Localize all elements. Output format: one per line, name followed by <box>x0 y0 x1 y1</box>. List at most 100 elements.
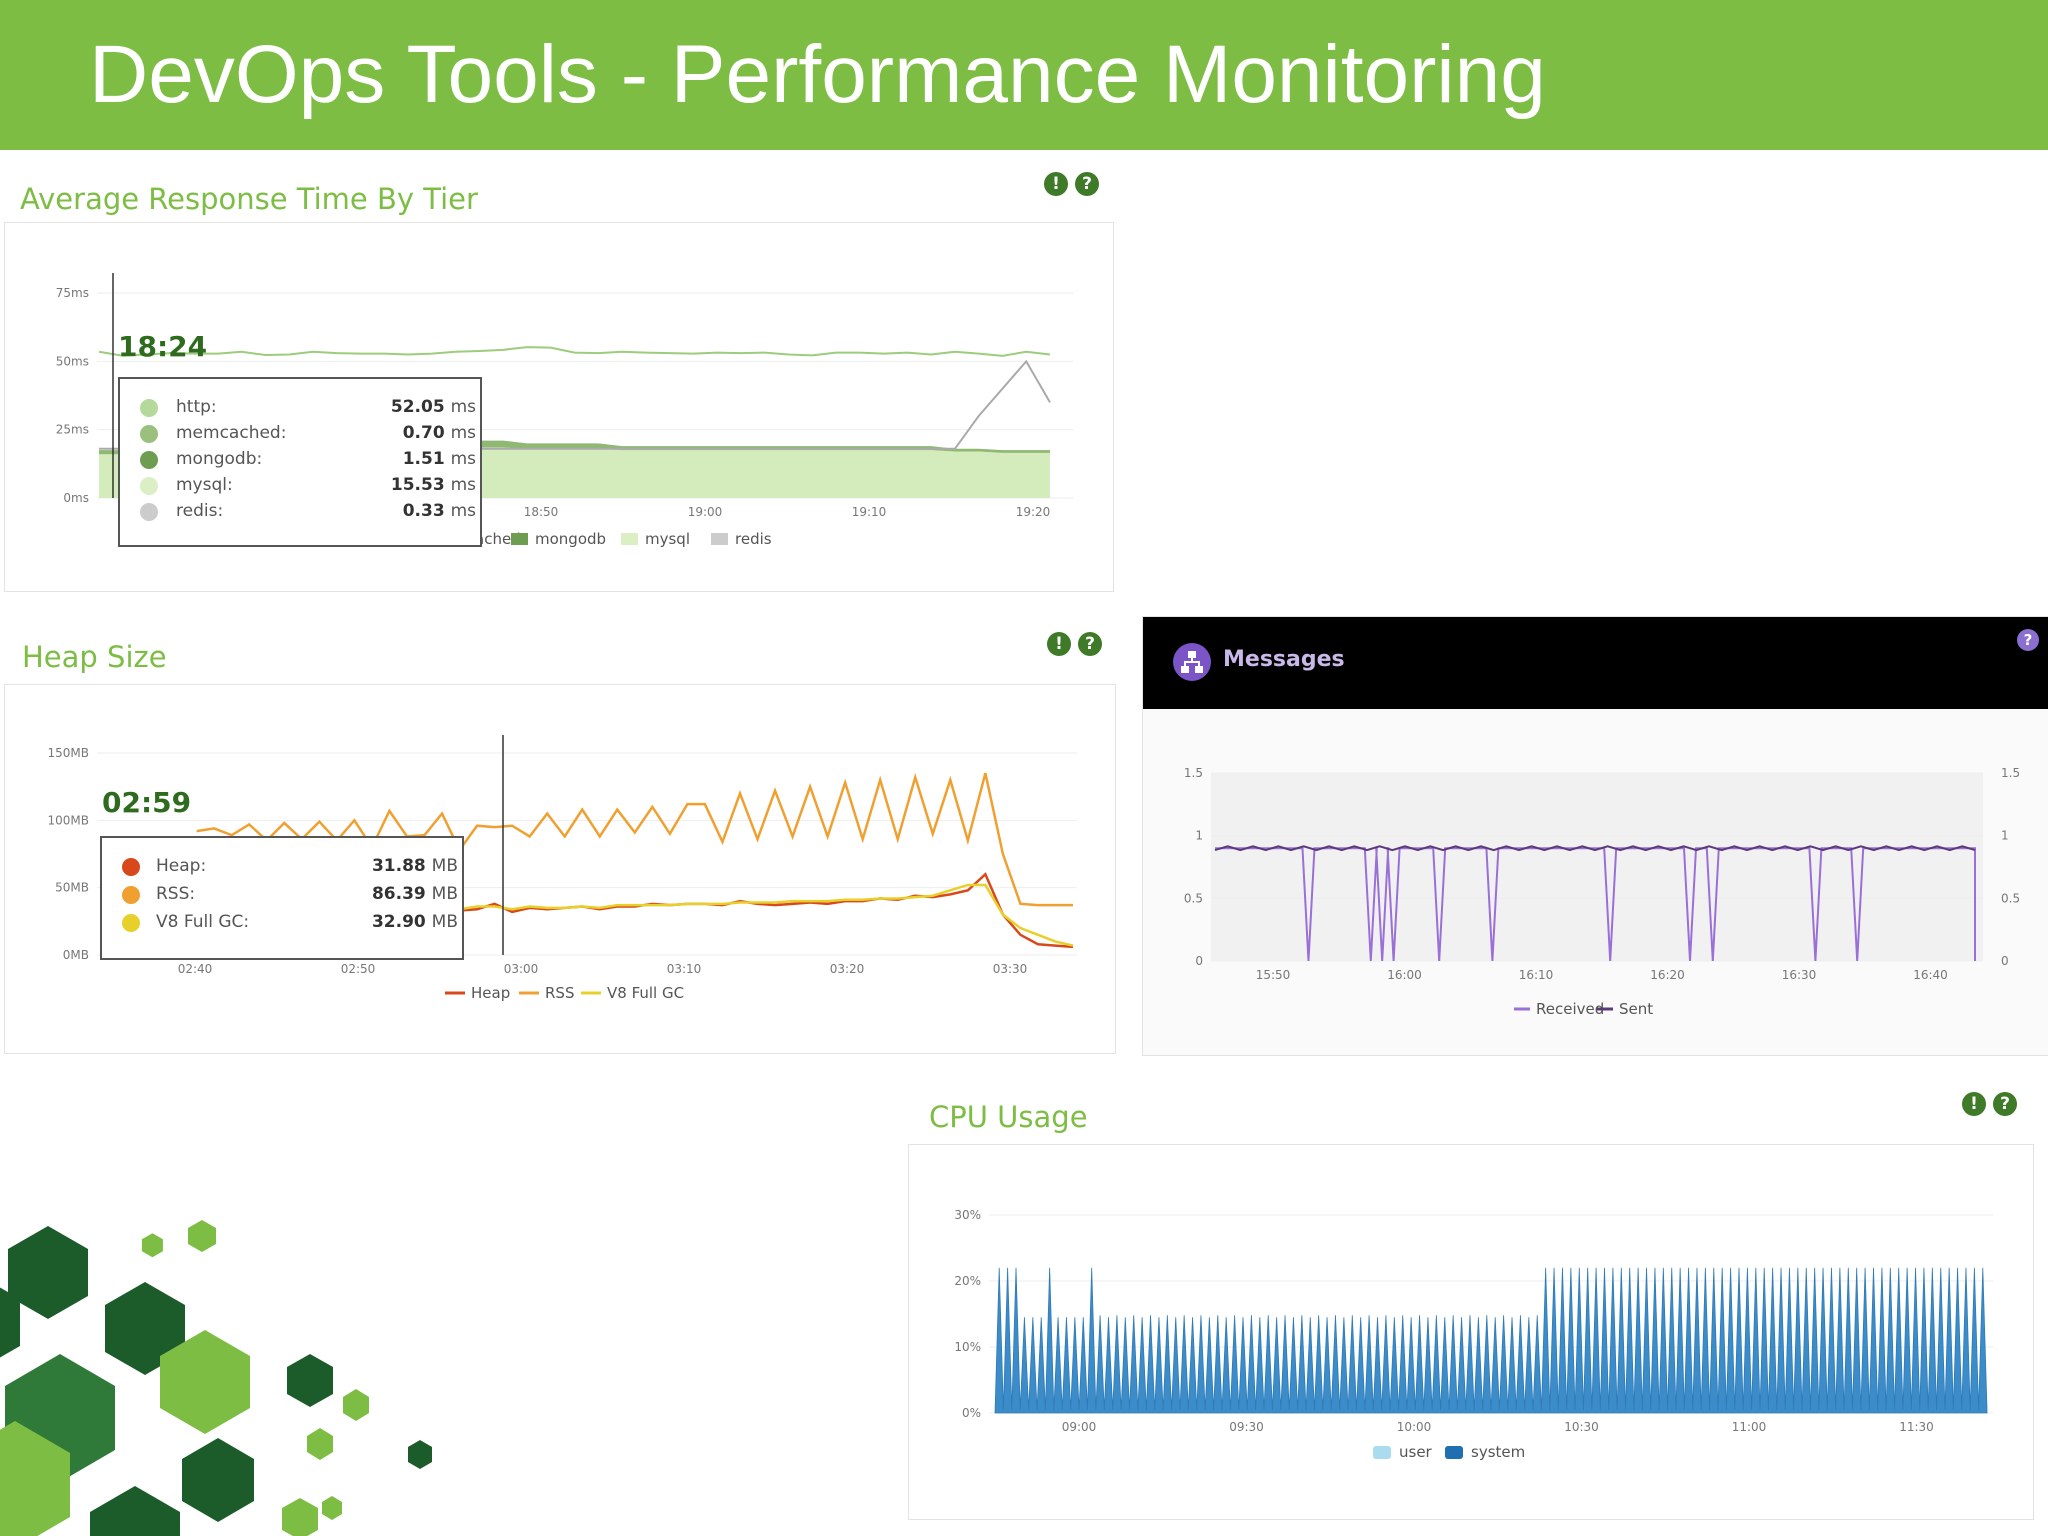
hexagon <box>160 1330 250 1434</box>
tooltip-row: Heap: 31.88 MB <box>102 854 462 880</box>
legend-label: Heap <box>471 984 510 1002</box>
help-button[interactable]: ? <box>1078 632 1102 656</box>
series-value: 0.70 ms <box>403 423 476 443</box>
messages-chart: 1.5 1 0.5 0 1.5 1 0.5 0 15:50 16:00 16:10 16:20 16:3… <box>1184 766 2020 1018</box>
series-dot <box>122 858 140 876</box>
info-button[interactable]: ! <box>1047 632 1071 656</box>
y-tick-label: 150MB <box>48 746 90 760</box>
messages-icon <box>1173 643 1211 681</box>
y-tick-label: 0% <box>962 1406 981 1420</box>
x-tick-label: 18:50 <box>524 505 559 519</box>
value-number: 31.88 <box>371 856 426 876</box>
hexagon <box>141 1233 163 1258</box>
tooltip-row: redis: 0.33 ms <box>120 499 480 525</box>
info-button[interactable]: ! <box>1044 172 1068 196</box>
series-value: 52.05 ms <box>391 397 476 417</box>
value-unit: MB <box>431 884 458 904</box>
tooltip-time: 18:24 <box>118 330 208 363</box>
x-tick-label: 19:00 <box>688 505 723 519</box>
value-unit: MB <box>431 856 458 876</box>
series-name: redis: <box>176 501 224 521</box>
y-tick-label: 100MB <box>48 813 90 827</box>
y-tick-label: 0MB <box>63 948 89 962</box>
help-button[interactable]: ? <box>1075 172 1099 196</box>
panel-title: Average Response Time By Tier <box>20 182 478 216</box>
panel-title: Heap Size <box>22 640 167 674</box>
tooltip-row: memcached: 0.70 ms <box>120 421 480 447</box>
y-tick-label: 10% <box>954 1340 981 1354</box>
series-value: 0.33 ms <box>403 501 476 521</box>
chart-tooltip: http: 52.05 ms memcached: 0.70 ms mongod… <box>118 377 482 547</box>
value-number: 86.39 <box>371 884 426 904</box>
x-tick-label: 16:10 <box>1519 968 1554 982</box>
y-tick-label: 50ms <box>56 354 89 368</box>
tooltip-row: V8 Full GC: 32.90 MB <box>102 910 462 936</box>
hexagon <box>188 1220 216 1252</box>
legend-label: ached <box>475 530 521 548</box>
line-v8-full-gc <box>406 883 1074 947</box>
series-name: RSS: <box>156 884 196 904</box>
messages-header: Messages ? <box>1143 617 2048 709</box>
y-tick-label: 1 <box>1195 829 1203 843</box>
hexagon <box>182 1438 254 1522</box>
value-unit: ms <box>450 501 476 521</box>
value-number: 0.33 <box>402 501 445 521</box>
hexagon <box>408 1440 432 1469</box>
legend-swatch <box>511 533 528 545</box>
legend-label: Received <box>1536 1000 1604 1018</box>
panel-title: CPU Usage <box>929 1100 1088 1134</box>
help-button[interactable]: ? <box>1993 1092 2017 1116</box>
value-number: 52.05 <box>390 397 445 417</box>
tooltip-row: mysql: 15.53 ms <box>120 473 480 499</box>
series-dot <box>122 914 140 932</box>
plot-background <box>1211 773 1983 961</box>
hexagon <box>0 1421 70 1536</box>
hexagon <box>90 1486 180 1536</box>
value-number: 1.51 <box>402 449 445 469</box>
series-name: mongodb: <box>176 449 263 469</box>
hexagon <box>282 1498 318 1536</box>
x-tick-label: 16:30 <box>1782 968 1817 982</box>
y-tick-label: 20% <box>954 1274 981 1288</box>
series-dot <box>140 503 158 521</box>
legend-label: mongodb <box>535 530 606 548</box>
value-unit: MB <box>431 912 458 932</box>
series-dot <box>122 886 140 904</box>
y-tick-label-right: 0 <box>2001 954 2009 968</box>
x-tick-label: 02:40 <box>178 962 213 976</box>
series-dot <box>140 425 158 443</box>
value-unit: ms <box>450 397 476 417</box>
x-tick-label: 16:00 <box>1387 968 1422 982</box>
x-tick-label: 10:00 <box>1397 1420 1432 1434</box>
help-button[interactable]: ? <box>2017 629 2039 651</box>
hexagon <box>322 1496 342 1520</box>
cpu-usage-panel: CPU Usage ! ? 30% 20% 10% 0% 09:00 09:30 10:00… <box>908 1080 2034 1520</box>
panel-title: Messages <box>1223 647 1345 672</box>
y-tick-label: 50MB <box>55 881 89 895</box>
legend-swatch <box>711 533 728 545</box>
series-value: 1.51 ms <box>403 449 476 469</box>
response-time-panel: Average Response Time By Tier ! ? 75ms 50… <box>4 160 1114 592</box>
series-value: 32.90 MB <box>372 912 458 932</box>
x-tick-label: 11:30 <box>1899 1420 1934 1434</box>
x-tick-label: 03:00 <box>504 962 539 976</box>
y-tick-label: 0 <box>1195 954 1203 968</box>
series-dot <box>140 477 158 495</box>
series-dot <box>140 399 158 417</box>
legend-label: redis <box>735 530 772 548</box>
series-name: http: <box>176 397 217 417</box>
y-tick-label: 75ms <box>56 286 89 300</box>
messages-panel: Messages ? 1.5 1 0.5 0 1.5 1 0.5 0 15:50 16:00 16:… <box>1142 616 2048 1056</box>
tooltip-time: 02:59 <box>102 786 192 819</box>
info-button[interactable]: ! <box>1962 1092 1986 1116</box>
series-name: V8 Full GC: <box>156 912 250 932</box>
hexagon <box>8 1226 88 1319</box>
x-tick-label: 11:00 <box>1732 1420 1767 1434</box>
value-unit: ms <box>450 449 476 469</box>
y-tick-label: 1.5 <box>1184 766 1203 780</box>
x-tick-label: 03:20 <box>830 962 865 976</box>
hexagon <box>307 1428 333 1460</box>
y-tick-label: 30% <box>954 1208 981 1222</box>
line-heap <box>406 872 1074 949</box>
value-number: 0.70 <box>402 423 445 443</box>
